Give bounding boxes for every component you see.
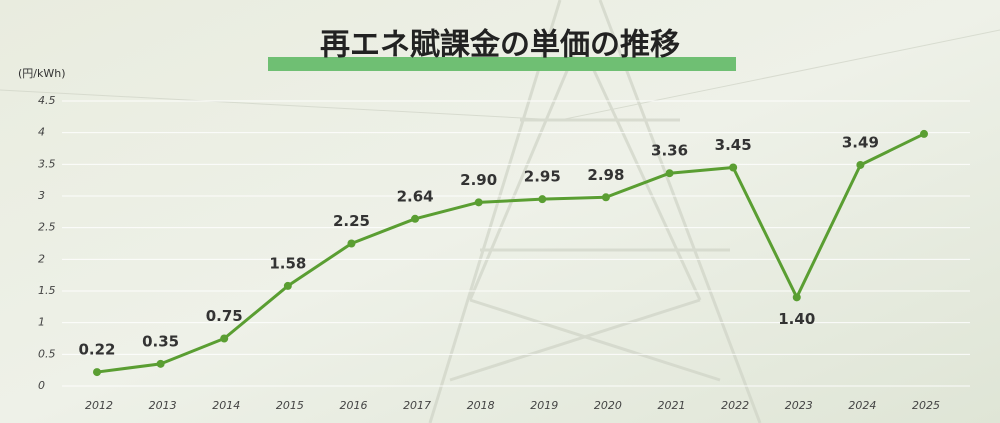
y-tick-label: 2.5 — [38, 221, 56, 234]
point — [93, 368, 101, 377]
point — [729, 163, 738, 172]
value-label: 0.22 — [78, 341, 115, 359]
x-tick-label: 2016 — [339, 399, 367, 412]
x-tick-label: 2023 — [785, 399, 813, 412]
point — [474, 198, 483, 207]
line — [96, 132, 925, 374]
y-tick-label: 1 — [38, 316, 45, 329]
x-tick-label: 2024 — [848, 399, 876, 412]
y-tick-label: 1.5 — [38, 284, 56, 297]
x-tick-label: 2012 — [85, 399, 113, 412]
x-tick-label: 2015 — [276, 399, 304, 412]
point — [220, 334, 229, 343]
point — [856, 160, 865, 169]
value-label: 1.40 — [778, 310, 815, 328]
point — [792, 293, 801, 302]
point — [920, 129, 928, 138]
x-tick-label: 2025 — [912, 399, 940, 412]
point — [601, 193, 610, 202]
x-tick-label: 2022 — [721, 399, 749, 412]
value-label: 2.98 — [587, 166, 624, 184]
x-tick-label: 2018 — [467, 399, 495, 412]
value-label: 3.49 — [842, 133, 879, 151]
title-highlight — [268, 57, 736, 71]
x-tick-label: 2013 — [149, 399, 177, 412]
x-tick-label: 2014 — [212, 399, 240, 412]
chart-title: 再エネ賦課金の単価の推移 — [320, 28, 680, 63]
point — [156, 359, 165, 368]
y-tick-label: 4.5 — [38, 94, 56, 107]
x-tick-label: 2020 — [594, 399, 622, 412]
point — [665, 169, 674, 178]
value-label: 0.35 — [142, 332, 179, 350]
x-tick-label: 2017 — [403, 399, 431, 412]
value-label: 0.75 — [206, 307, 243, 325]
y-tick-label: 3 — [38, 189, 45, 202]
y-tick-label: 3.5 — [38, 157, 56, 170]
value-label: 2.95 — [524, 168, 561, 186]
value-label: 2.25 — [333, 212, 370, 230]
value-label: 3.36 — [651, 142, 688, 160]
value-label: 3.45 — [715, 136, 752, 154]
value-label: 2.64 — [397, 187, 434, 205]
y-tick-label: 2 — [38, 252, 45, 265]
y-tick-label: 0 — [38, 379, 45, 392]
value-label: 1.58 — [269, 254, 306, 272]
y-tick-label: 4 — [38, 126, 45, 139]
y-axis-label: (円/kWh) — [18, 67, 66, 80]
point — [538, 195, 547, 204]
value-label: 2.90 — [460, 171, 497, 189]
x-tick-label: 2019 — [530, 399, 558, 412]
y-tick-label: 0.5 — [38, 347, 56, 360]
point — [411, 214, 420, 223]
point — [347, 239, 356, 248]
point — [283, 281, 292, 290]
x-tick-label: 2021 — [658, 399, 686, 412]
